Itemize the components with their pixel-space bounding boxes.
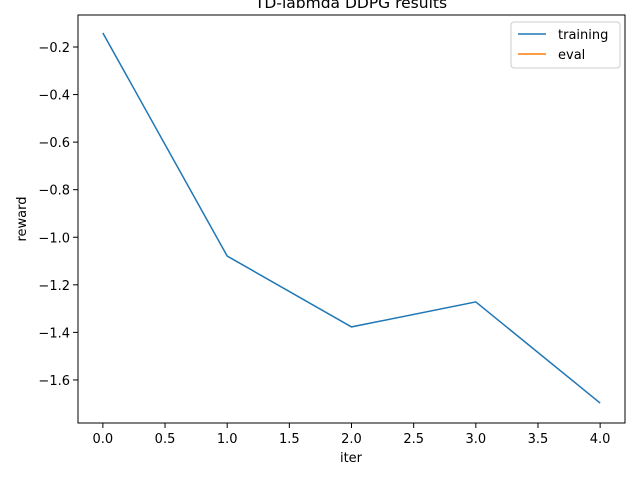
x-tick-label: 2.0 <box>341 432 362 447</box>
y-tick-label: −0.8 <box>38 184 70 199</box>
x-tick-label: 0.0 <box>93 432 114 447</box>
data-line <box>102 32 601 404</box>
x-tick-label: 3.0 <box>465 432 486 447</box>
x-tick-label: 2.5 <box>403 432 424 447</box>
y-tick-label: −0.2 <box>38 41 70 56</box>
y-tick-label: −1.6 <box>38 374 70 389</box>
x-tick-label: 4.0 <box>590 432 611 447</box>
x-axis-label: iter <box>340 451 363 466</box>
y-tick-label: −1.4 <box>38 326 70 341</box>
x-tick-label: 1.5 <box>279 432 300 447</box>
legend-label: eval <box>558 48 585 63</box>
legend-label: training <box>558 28 608 43</box>
axes-frame <box>77 14 626 424</box>
y-tick-label: −1.2 <box>38 279 70 294</box>
y-tick-label: −0.6 <box>38 136 70 151</box>
y-axis-label: reward <box>15 196 30 241</box>
y-tick-label: −0.4 <box>38 89 70 104</box>
y-tick-label: −1.0 <box>38 231 70 246</box>
x-tick-label: 3.5 <box>528 432 549 447</box>
x-tick-label: 1.0 <box>217 432 238 447</box>
chart-title: TD-labmda DDPG results <box>254 0 447 12</box>
x-tick-label: 0.5 <box>155 432 176 447</box>
